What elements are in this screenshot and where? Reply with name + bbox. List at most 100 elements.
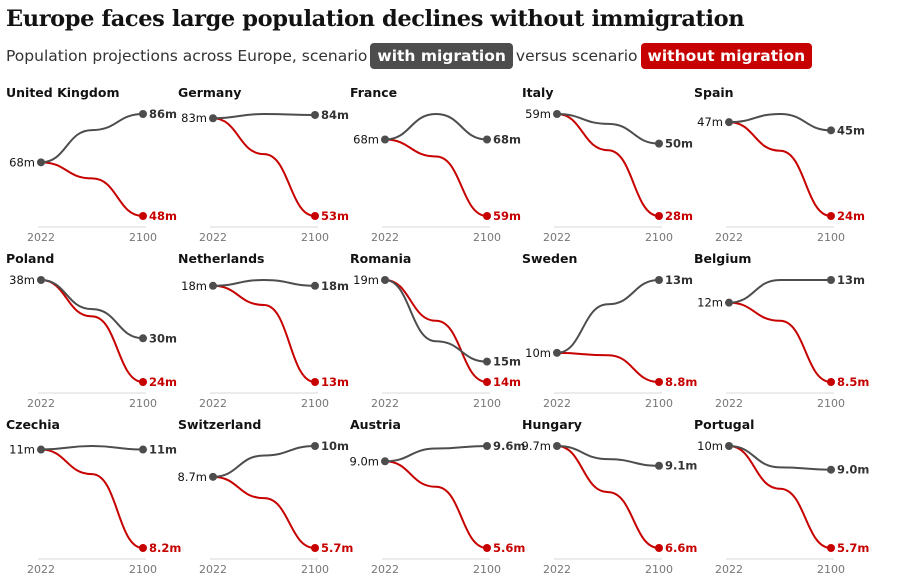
end-value-label-without-migration: 5.6m (493, 541, 525, 555)
country-title: Italy (522, 85, 554, 100)
end-point-with-migration (655, 139, 663, 148)
end-value-label-without-migration: 14m (493, 375, 521, 389)
country-title: Netherlands (178, 251, 264, 266)
start-value-label: 68m (353, 133, 379, 147)
x-tick-label: 2100 (817, 231, 845, 244)
end-point-without-migration (655, 212, 663, 220)
end-point-with-migration (827, 465, 835, 474)
end-value-label-with-migration: 50m (665, 137, 693, 151)
x-tick-label: 2100 (301, 563, 329, 576)
legend-with-migration: with migration (370, 43, 513, 69)
start-point (209, 472, 217, 481)
end-value-label-without-migration: 13m (321, 375, 349, 389)
end-value-label-without-migration: 53m (321, 209, 349, 223)
start-value-label: 10m (525, 346, 551, 360)
end-point-without-migration (139, 544, 147, 552)
start-point (725, 118, 733, 127)
end-value-label-without-migration: 5.7m (837, 541, 869, 555)
end-value-label-with-migration: 15m (493, 355, 521, 369)
end-value-label-without-migration: 59m (493, 209, 521, 223)
without-migration-line (212, 117, 316, 217)
end-point-with-migration (483, 442, 491, 450)
x-tick-label: 2022 (199, 397, 227, 410)
x-tick-label: 2022 (27, 563, 55, 576)
x-tick-label: 2022 (543, 231, 571, 244)
legend-without-migration: without migration (640, 43, 813, 69)
end-value-label-without-migration: 6.6m (665, 541, 697, 555)
end-value-label-with-migration: 68m (493, 133, 521, 147)
subtitle-prefix: Population projections across Europe, sc… (6, 47, 368, 65)
start-point (553, 348, 561, 357)
end-point-without-migration (483, 378, 491, 386)
x-tick-label: 2022 (715, 231, 743, 244)
end-value-label-with-migration: 30m (149, 331, 177, 345)
start-value-label: 18m (181, 279, 207, 293)
without-migration-line (40, 161, 144, 217)
start-value-label: 12m (697, 296, 723, 310)
x-tick-label: 2100 (129, 231, 157, 244)
x-tick-label: 2100 (301, 231, 329, 244)
end-point-with-migration (655, 461, 663, 470)
end-point-without-migration (655, 378, 663, 386)
end-value-label-with-migration: 18m (321, 279, 349, 293)
end-value-label-with-migration: 84m (321, 108, 349, 122)
end-point-with-migration (139, 445, 147, 454)
with-migration-line (40, 279, 144, 340)
x-tick-label: 2022 (715, 563, 743, 576)
with-migration-line (384, 112, 488, 141)
country-title: France (350, 85, 397, 100)
end-point-without-migration (827, 378, 835, 386)
with-migration-line (384, 445, 488, 463)
end-point-with-migration (139, 334, 147, 343)
country-title: Poland (6, 251, 54, 266)
end-point-without-migration (139, 378, 147, 386)
end-value-label-without-migration: 8.2m (149, 541, 181, 555)
end-point-without-migration (483, 544, 491, 552)
start-value-label: 38m (9, 273, 35, 287)
end-point-with-migration (655, 276, 663, 284)
subtitle: Population projections across Europe, sc… (6, 42, 815, 70)
start-point (381, 135, 389, 144)
headline: Europe faces large population declines w… (6, 6, 745, 32)
with-migration-line (728, 279, 831, 304)
country-title: Portugal (694, 417, 754, 432)
end-value-label-with-migration: 9.6m (493, 439, 525, 453)
x-tick-label: 2100 (473, 397, 501, 410)
country-title: Germany (178, 85, 241, 100)
end-point-with-migration (483, 135, 491, 144)
x-tick-label: 2100 (301, 397, 329, 410)
start-point (553, 110, 561, 118)
x-tick-label: 2100 (129, 563, 157, 576)
end-point-with-migration (311, 442, 319, 450)
start-value-label: 10m (697, 439, 723, 453)
x-tick-label: 2022 (27, 397, 55, 410)
end-value-label-with-migration: 45m (837, 123, 865, 137)
x-tick-label: 2022 (543, 397, 571, 410)
start-point (553, 442, 561, 450)
x-tick-label: 2100 (645, 231, 673, 244)
country-title: Belgium (694, 251, 751, 266)
x-tick-label: 2022 (199, 231, 227, 244)
end-value-label-without-migration: 48m (149, 209, 177, 223)
country-title: United Kingdom (6, 85, 119, 100)
without-migration-line (728, 301, 832, 383)
end-point-without-migration (655, 544, 663, 552)
start-value-label: 47m (697, 115, 723, 129)
end-point-with-migration (311, 281, 319, 290)
country-title: Romania (350, 251, 411, 266)
end-point-without-migration (311, 212, 319, 220)
end-value-label-with-migration: 9.1m (665, 459, 697, 473)
start-point (725, 442, 733, 450)
subtitle-middle: versus scenario (515, 47, 638, 65)
start-value-label: 59m (525, 107, 551, 121)
end-point-without-migration (139, 212, 147, 220)
end-point-with-migration (827, 276, 835, 284)
end-value-label-without-migration: 5.7m (321, 541, 353, 555)
with-migration-line (212, 278, 316, 287)
start-point (381, 276, 389, 284)
end-point-with-migration (311, 110, 319, 119)
without-migration-line (556, 351, 660, 383)
start-value-label: 19m (353, 273, 379, 287)
end-point-with-migration (139, 110, 147, 118)
end-value-label-without-migration: 28m (665, 209, 693, 223)
